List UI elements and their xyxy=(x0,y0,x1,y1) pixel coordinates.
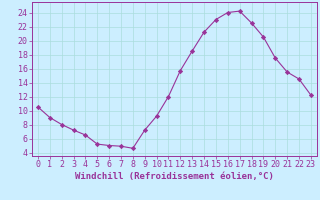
X-axis label: Windchill (Refroidissement éolien,°C): Windchill (Refroidissement éolien,°C) xyxy=(75,172,274,181)
